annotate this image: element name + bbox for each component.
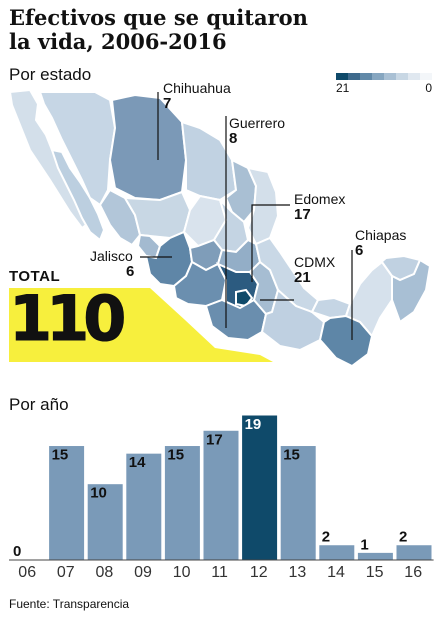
bar (202, 429, 240, 561)
bar (318, 544, 356, 561)
callout-cdmx-value: 21 (294, 269, 311, 286)
chart-title: Efectivos que se quitaron la vida, 2006-… (9, 6, 429, 54)
x-tick-label: 08 (96, 564, 114, 581)
callout-guerrero-value: 8 (229, 130, 238, 147)
legend-min-label: 21 (336, 81, 350, 95)
legend-swatch (396, 73, 408, 80)
total-value: 110 (8, 282, 126, 355)
legend-max-label: 0 (425, 81, 432, 95)
state-quintana-roo (391, 258, 432, 324)
callout-cdmx: CDMX 21 (294, 254, 335, 286)
callout-chihuahua-name: Chihuahua (163, 80, 231, 96)
legend-swatch (384, 73, 396, 80)
bar-value-label: 17 (206, 431, 223, 448)
callout-chihuahua: Chihuahua 7 (163, 80, 231, 112)
callout-leaders (140, 92, 353, 340)
legend-swatch (408, 73, 420, 80)
bar-value-label: 15 (283, 447, 300, 464)
bar-value-label: 2 (322, 529, 330, 546)
bar-value-label: 2 (399, 529, 407, 546)
legend-swatch (420, 73, 432, 80)
bar-value-label: 1 (360, 536, 368, 553)
mexico-map (8, 88, 432, 368)
legend-color-scale (336, 73, 432, 80)
callout-edomex-name: Edomex (294, 191, 346, 207)
state-sonora (38, 91, 117, 207)
x-tick-label: 07 (57, 564, 75, 581)
bar-value-label: 15 (167, 447, 184, 464)
callout-chihuahua-value: 7 (163, 95, 172, 112)
callout-chiapas-value: 6 (355, 242, 364, 259)
total-block: TOTAL 110 (8, 268, 126, 350)
x-tick-label: 09 (134, 564, 152, 581)
x-tick-label: 16 (404, 564, 422, 581)
state-guerrero (204, 298, 268, 342)
bar (241, 414, 279, 561)
bar (279, 445, 317, 561)
bar-value-label: 10 (90, 485, 107, 502)
bar (86, 483, 124, 561)
callout-guerrero: Guerrero 8 (229, 115, 285, 147)
title-line-1: Efectivos que se quitaron (9, 5, 308, 30)
callout-jalisco-name: Jalisco (90, 248, 133, 264)
callout-edomex-value: 17 (294, 206, 311, 223)
legend-swatch (360, 73, 372, 80)
x-tick-label: 13 (289, 564, 307, 581)
legend-swatch (372, 73, 384, 80)
total-highlight-band (9, 288, 273, 362)
state-chiapas (318, 314, 374, 368)
x-tick-label: 06 (18, 564, 36, 581)
callout-edomex: Edomex 17 (294, 191, 345, 223)
bar (163, 445, 201, 561)
title-line-2: la vida, 2006-2016 (9, 29, 227, 54)
x-tick-label: 10 (173, 564, 191, 581)
bar (356, 551, 394, 561)
state-coahuila (180, 120, 238, 202)
bar-chart: 0 06 15 07 10 08 14 09 15 10 17 11 19 12 15 13 2 14 1 15 2 16 (9, 414, 434, 581)
bar-value-label: 0 (13, 543, 21, 560)
callout-chiapas-name: Chiapas (355, 227, 407, 243)
callout-jalisco-value: 6 (126, 263, 135, 280)
bar (395, 544, 433, 561)
x-tick-label: 14 (327, 564, 345, 581)
bar-value-label: 19 (245, 416, 262, 433)
x-tick-label: 12 (250, 564, 268, 581)
callout-chiapas: Chiapas 6 (355, 227, 406, 259)
legend-swatch (348, 73, 360, 80)
total-label: TOTAL (9, 268, 61, 285)
x-tick-label: 11 (211, 564, 228, 581)
bar (125, 452, 163, 561)
callout-jalisco: Jalisco 6 (90, 248, 134, 280)
bar-section-label: Por año (9, 395, 69, 414)
callout-guerrero-name: Guerrero (229, 115, 286, 131)
map-section-label: Por estado (9, 65, 92, 84)
source-note: Fuente: Transparencia (9, 597, 130, 611)
bar (48, 445, 86, 561)
bar-value-label: 14 (129, 454, 146, 471)
state-tabasco (310, 296, 352, 320)
x-tick-label: 15 (366, 564, 384, 581)
bar-value-label: 15 (52, 447, 69, 464)
state-baja-california-sur (50, 148, 106, 242)
map-legend: 21 0 (336, 73, 432, 95)
leader-edomex (251, 204, 290, 282)
callout-cdmx-name: CDMX (294, 254, 336, 270)
legend-swatch (336, 73, 348, 80)
